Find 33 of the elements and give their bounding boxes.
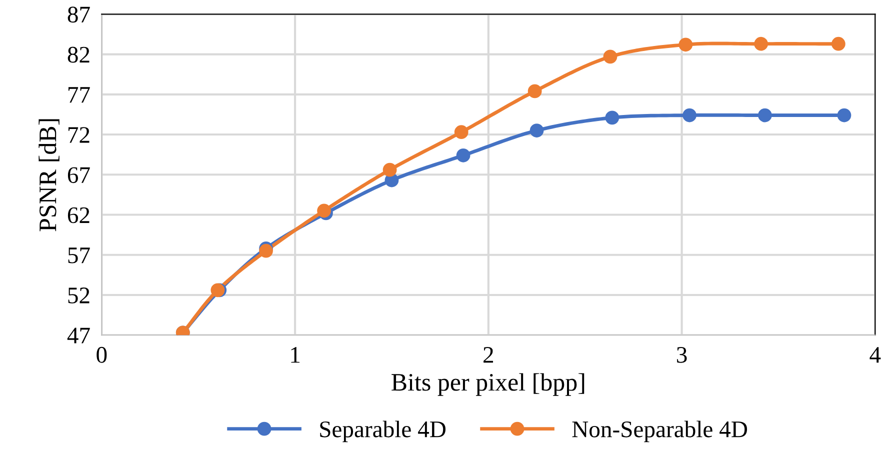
point bbox=[259, 244, 273, 258]
x-tick-label: 4 bbox=[870, 347, 881, 363]
y-tick-label: 62 bbox=[68, 207, 90, 224]
legend-label: Non-Separable 4D bbox=[572, 420, 748, 442]
x-tick-label: 2 bbox=[484, 346, 494, 363]
x-tick-label: 1 bbox=[291, 347, 300, 363]
point bbox=[317, 204, 331, 218]
x-tick-label: 0 bbox=[96, 346, 107, 363]
point bbox=[754, 36, 768, 51]
point bbox=[603, 50, 618, 64]
point bbox=[605, 110, 620, 125]
point bbox=[831, 36, 846, 51]
point bbox=[382, 162, 397, 177]
y-tick-label: 77 bbox=[68, 87, 90, 103]
point bbox=[454, 125, 468, 140]
x-axis-title: Bits per pixel [bpp] bbox=[392, 373, 584, 396]
y-tick-label: 47 bbox=[67, 328, 90, 344]
point bbox=[837, 108, 852, 122]
y-tick-label: 67 bbox=[68, 167, 90, 184]
point bbox=[530, 124, 544, 138]
point bbox=[678, 38, 693, 52]
y-tick-label: 82 bbox=[68, 46, 90, 63]
x-tick-label: 3 bbox=[677, 346, 687, 363]
point bbox=[682, 108, 696, 122]
point bbox=[456, 148, 470, 162]
y-tick-label: 72 bbox=[68, 127, 90, 143]
y-tick-label: 87 bbox=[68, 6, 90, 23]
point bbox=[528, 84, 542, 98]
legend-label: Separable 4D bbox=[320, 420, 446, 442]
y-tick-label: 52 bbox=[68, 288, 90, 304]
y-tick-label: 57 bbox=[68, 248, 90, 264]
point bbox=[758, 108, 772, 122]
y-axis-title: PSNR [dB] bbox=[38, 119, 60, 232]
